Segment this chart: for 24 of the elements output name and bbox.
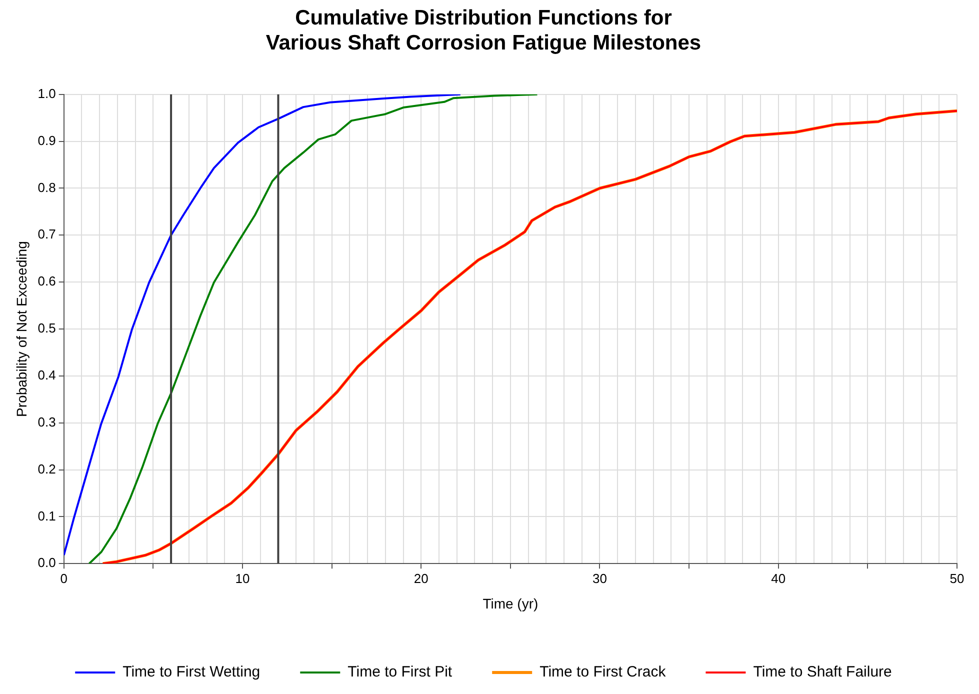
y-tick-label: 0.5 [38,320,56,336]
y-tick-label: 0.7 [38,226,56,242]
legend-label: Time to First Crack [540,664,666,681]
y-tick-label: 0.0 [38,555,56,570]
y-axis-title: Probability of Not Exceeding [13,241,30,417]
y-tick-label: 1.0 [38,86,56,101]
x-tick-label: 0 [60,570,68,586]
legend-label: Time to First Pit [348,664,453,681]
x-tick-label: 10 [235,570,250,586]
x-tick-label: 40 [771,570,786,586]
legend-label: Time to First Wetting [122,664,260,681]
y-tick-label: 0.8 [38,180,56,195]
y-tick-label: 0.6 [38,274,56,289]
y-tick-label: 0.3 [38,414,56,430]
x-axis-title: Time (yr) [482,595,538,612]
y-tick-label: 0.1 [38,508,56,524]
legend-label: Time to Shaft Failure [753,664,892,681]
y-tick-label: 0.2 [38,461,56,476]
x-tick-label: 30 [592,570,607,586]
x-tick-label: 20 [414,570,428,586]
y-tick-label: 0.9 [38,132,56,148]
y-tick-label: 0.4 [38,368,56,382]
chart-title: Cumulative Distribution Functions for Various Shaft Corrosion Fatigue Milestones [266,6,702,55]
x-tick-label: 50 [950,570,964,586]
